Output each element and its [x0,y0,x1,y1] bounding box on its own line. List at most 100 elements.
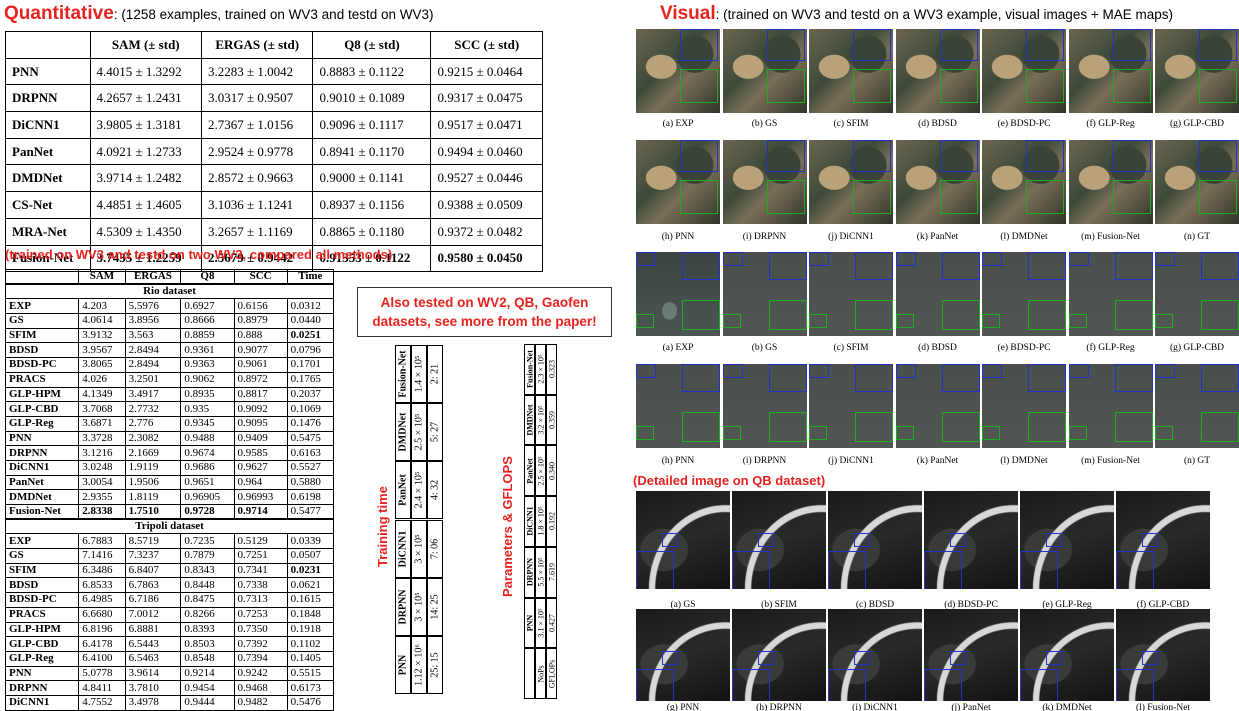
cell-text: DRPNN [397,589,409,625]
metric-value: 0.935 [180,401,235,417]
image-caption: (l) DMDNet [1000,456,1048,466]
method-name: DiCNN1 [395,519,411,578]
params-cell: 5.5 × 10⁵ [535,546,546,598]
zoom-box-blue [636,551,674,589]
two-wv3-note: (trained on WV3 and testd on two WV3, co… [5,247,393,262]
result-image [809,364,893,448]
zoom-box-blue [982,364,1002,378]
zoom-box-blue [732,551,770,589]
time-value: 5: 27 [427,403,443,462]
quantitative-table: SAM (± std) ERGAS (± std) Q8 (± std) SCC (±… [5,31,543,273]
result-image [1068,140,1153,224]
zoom-box-blue [1026,140,1064,172]
zoom-box-blue [1199,140,1237,172]
image-caption: (c) BDSD [855,600,895,610]
t2-header-cell: ERGAS [124,269,182,285]
metric-value: 6.7186 [124,592,182,608]
zoom-box-green [982,426,1000,440]
zoom-box-green [939,69,978,103]
zoom-box-blue [950,533,966,547]
metric-value: 0.1918 [286,621,335,638]
zoom-box-green [1112,69,1151,103]
result-image [636,491,730,589]
method-name: DRPNN [5,84,91,113]
image-caption: (g) PNN [666,703,700,711]
metric-value: 0.9627 [233,459,288,476]
zoom-box-green [1155,426,1173,440]
metric-value: 4.0921 ± 1.2733 [89,137,202,166]
image-caption: (b) SFIM [761,600,797,610]
zoom-box-green [766,180,805,214]
metric-value: 0.7338 [233,577,288,594]
metric-value: 0.7879 [180,548,235,564]
cell-text: 2.3 × 10⁵ [536,354,545,384]
metric-value: 6.8533 [78,577,126,594]
method-name: PanNet [4,474,80,491]
result-image [982,29,1066,113]
zoom-box-green [1114,300,1153,330]
metric-value: 6.4100 [78,650,126,667]
zoom-box-green [809,314,827,328]
metric-value: 0.8865 ± 0.1180 [312,217,432,246]
cell-text: GFLOPs [547,659,556,688]
method-name: GLP-Reg [4,415,80,432]
params-cell: 3.2 × 10⁵ [535,394,546,446]
cell-text: DiCNN1 [397,530,409,567]
metric-value: 3.9714 ± 1.2482 [89,164,202,193]
result-image [722,29,807,113]
table-row: GLP-HPM 4.1349 3.4917 0.8935 0.8817 0.2037 [4,386,335,403]
image-caption: (d) BDSD-PC [944,600,998,610]
method-name: DRPNN [395,577,411,636]
result-image [732,491,826,589]
metric-value: 0.1405 [286,650,335,667]
metric-value: 3.8956 [124,313,182,329]
section-row: Rio dataset [5,283,334,300]
table-row: PanNet 4.0921 ± 1.2733 2.9524 ± 0.9778 0.89… [5,137,543,166]
zoom-box-blue [1028,364,1066,392]
zoom-box-blue [1020,551,1058,589]
metric-value: 0.9215 ± 0.0464 [430,57,543,86]
metric-value: 0.8937 ± 0.1156 [312,191,432,219]
cell-text: 25: 15 [429,652,441,678]
metric-value: 7.3237 [124,548,182,564]
params-cell: 0.427 [546,597,557,649]
param-value: 1.4 × 10⁵ [411,345,427,404]
metric-value: 0.7235 [180,533,235,550]
result-image [722,140,807,224]
result-image [636,609,730,701]
result-image [982,364,1066,448]
method-name: PRACS [4,606,80,623]
metric-value: 2.8338 [78,504,126,520]
method-name: BDSD [4,342,80,359]
metric-value: 0.9242 [233,665,288,682]
param-value: 3 × 10⁵ [411,577,427,636]
table-row: EXP 4.203 5.5976 0.6927 0.6156 0.0312 [4,298,335,315]
result-image [1155,364,1239,448]
metric-value: 0.5880 [286,474,335,491]
cell-text: 3.2 × 10⁵ [536,405,545,435]
metric-value: 3.0054 [78,474,126,491]
metric-value: 6.5443 [124,636,182,652]
image-caption: (m) Fusion-Net [1081,232,1140,242]
table-row: DRPNN 3.1216 2.1669 0.9674 0.9585 0.6163 [4,445,335,461]
image-caption: (h) DRPNN [756,703,802,711]
params-cell: 0.192 [546,496,557,547]
image-caption: (i) DRPNN [742,232,787,242]
t1-header-cell: SAM (± std) [89,31,202,59]
image-caption: (f) GLP-Reg [1086,119,1135,129]
table-row: PanNet 3.0054 1.9506 0.9651 0.964 0.5880 [4,474,335,491]
metric-value: 0.5515 [286,665,335,682]
metric-value: 0.0231 [286,562,335,579]
image-caption: (l) DMDNet [1000,232,1048,242]
metric-value: 0.9062 [180,371,235,388]
params-cell: DMDNet [524,394,535,446]
zoom-box-blue [722,364,743,378]
method-name: DMDNet [395,403,411,462]
metric-value: 0.9095 [233,415,288,432]
metric-value: 3.9805 ± 1.3181 [89,111,202,139]
cell-text: 0.359 [547,411,556,430]
zoom-box-green [680,180,718,214]
metric-value: 6.4178 [78,636,126,652]
metric-value: 2.7367 ± 1.0156 [200,111,314,139]
zoom-box-blue [1155,364,1175,378]
